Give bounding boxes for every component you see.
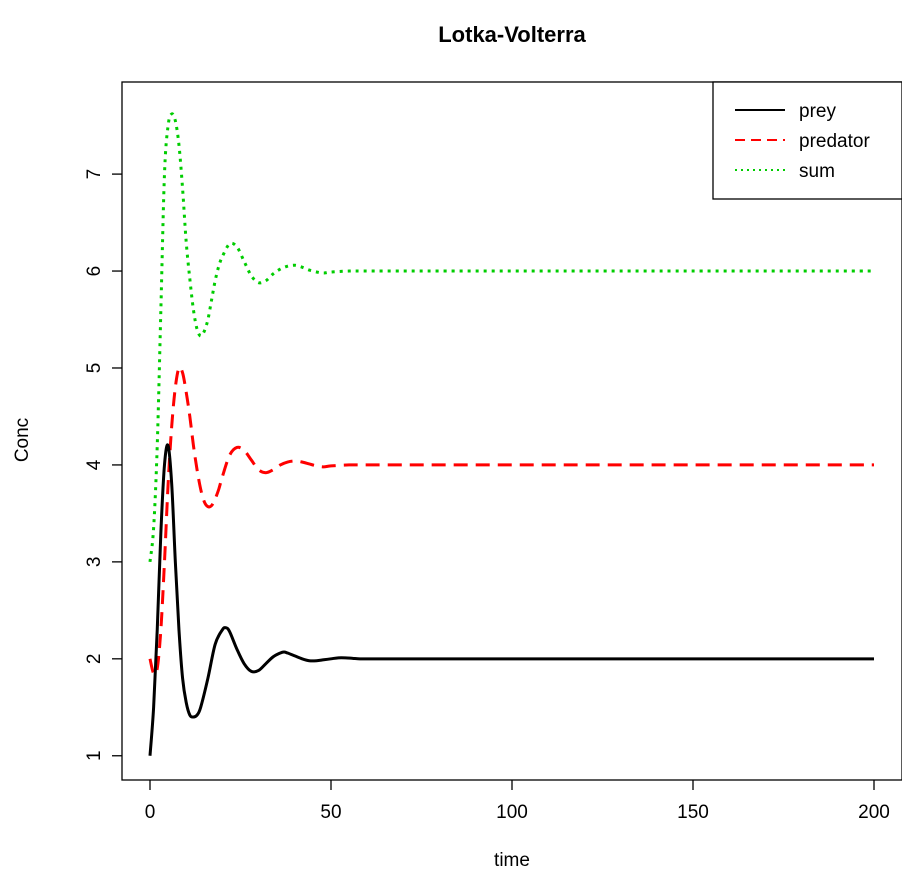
y-tick-label: 6 <box>84 266 105 277</box>
legend: prey predator sum <box>712 81 902 200</box>
series-line-sum <box>148 112 874 563</box>
y-tick-label: 2 <box>84 654 105 665</box>
y-axis-label: Conc <box>12 418 33 462</box>
y-tick-label: 1 <box>84 750 105 761</box>
series-line-predator <box>148 365 874 676</box>
legend-label-sum: sum <box>799 161 835 182</box>
y-tick-label: 7 <box>84 169 105 180</box>
legend-box <box>712 81 902 200</box>
legend-label-prey: prey <box>799 101 836 122</box>
x-tick-label: 150 <box>677 802 709 823</box>
x-tick-label: 100 <box>496 802 528 823</box>
y-tick-label: 5 <box>84 363 105 374</box>
chart-title: Lotka-Volterra <box>438 22 586 47</box>
x-tick-label: 0 <box>145 802 156 823</box>
x-axis: 0 50 100 150 200 <box>145 780 890 823</box>
series-line-prey <box>148 443 874 756</box>
legend-label-predator: predator <box>799 131 870 152</box>
x-tick-label: 200 <box>858 802 890 823</box>
x-axis-label: time <box>494 850 530 871</box>
y-tick-label: 3 <box>84 557 105 568</box>
series-layer <box>148 112 874 756</box>
y-tick-label: 4 <box>84 459 105 470</box>
y-axis: 1 2 3 4 5 6 7 <box>84 169 122 761</box>
x-tick-label: 50 <box>320 802 341 823</box>
